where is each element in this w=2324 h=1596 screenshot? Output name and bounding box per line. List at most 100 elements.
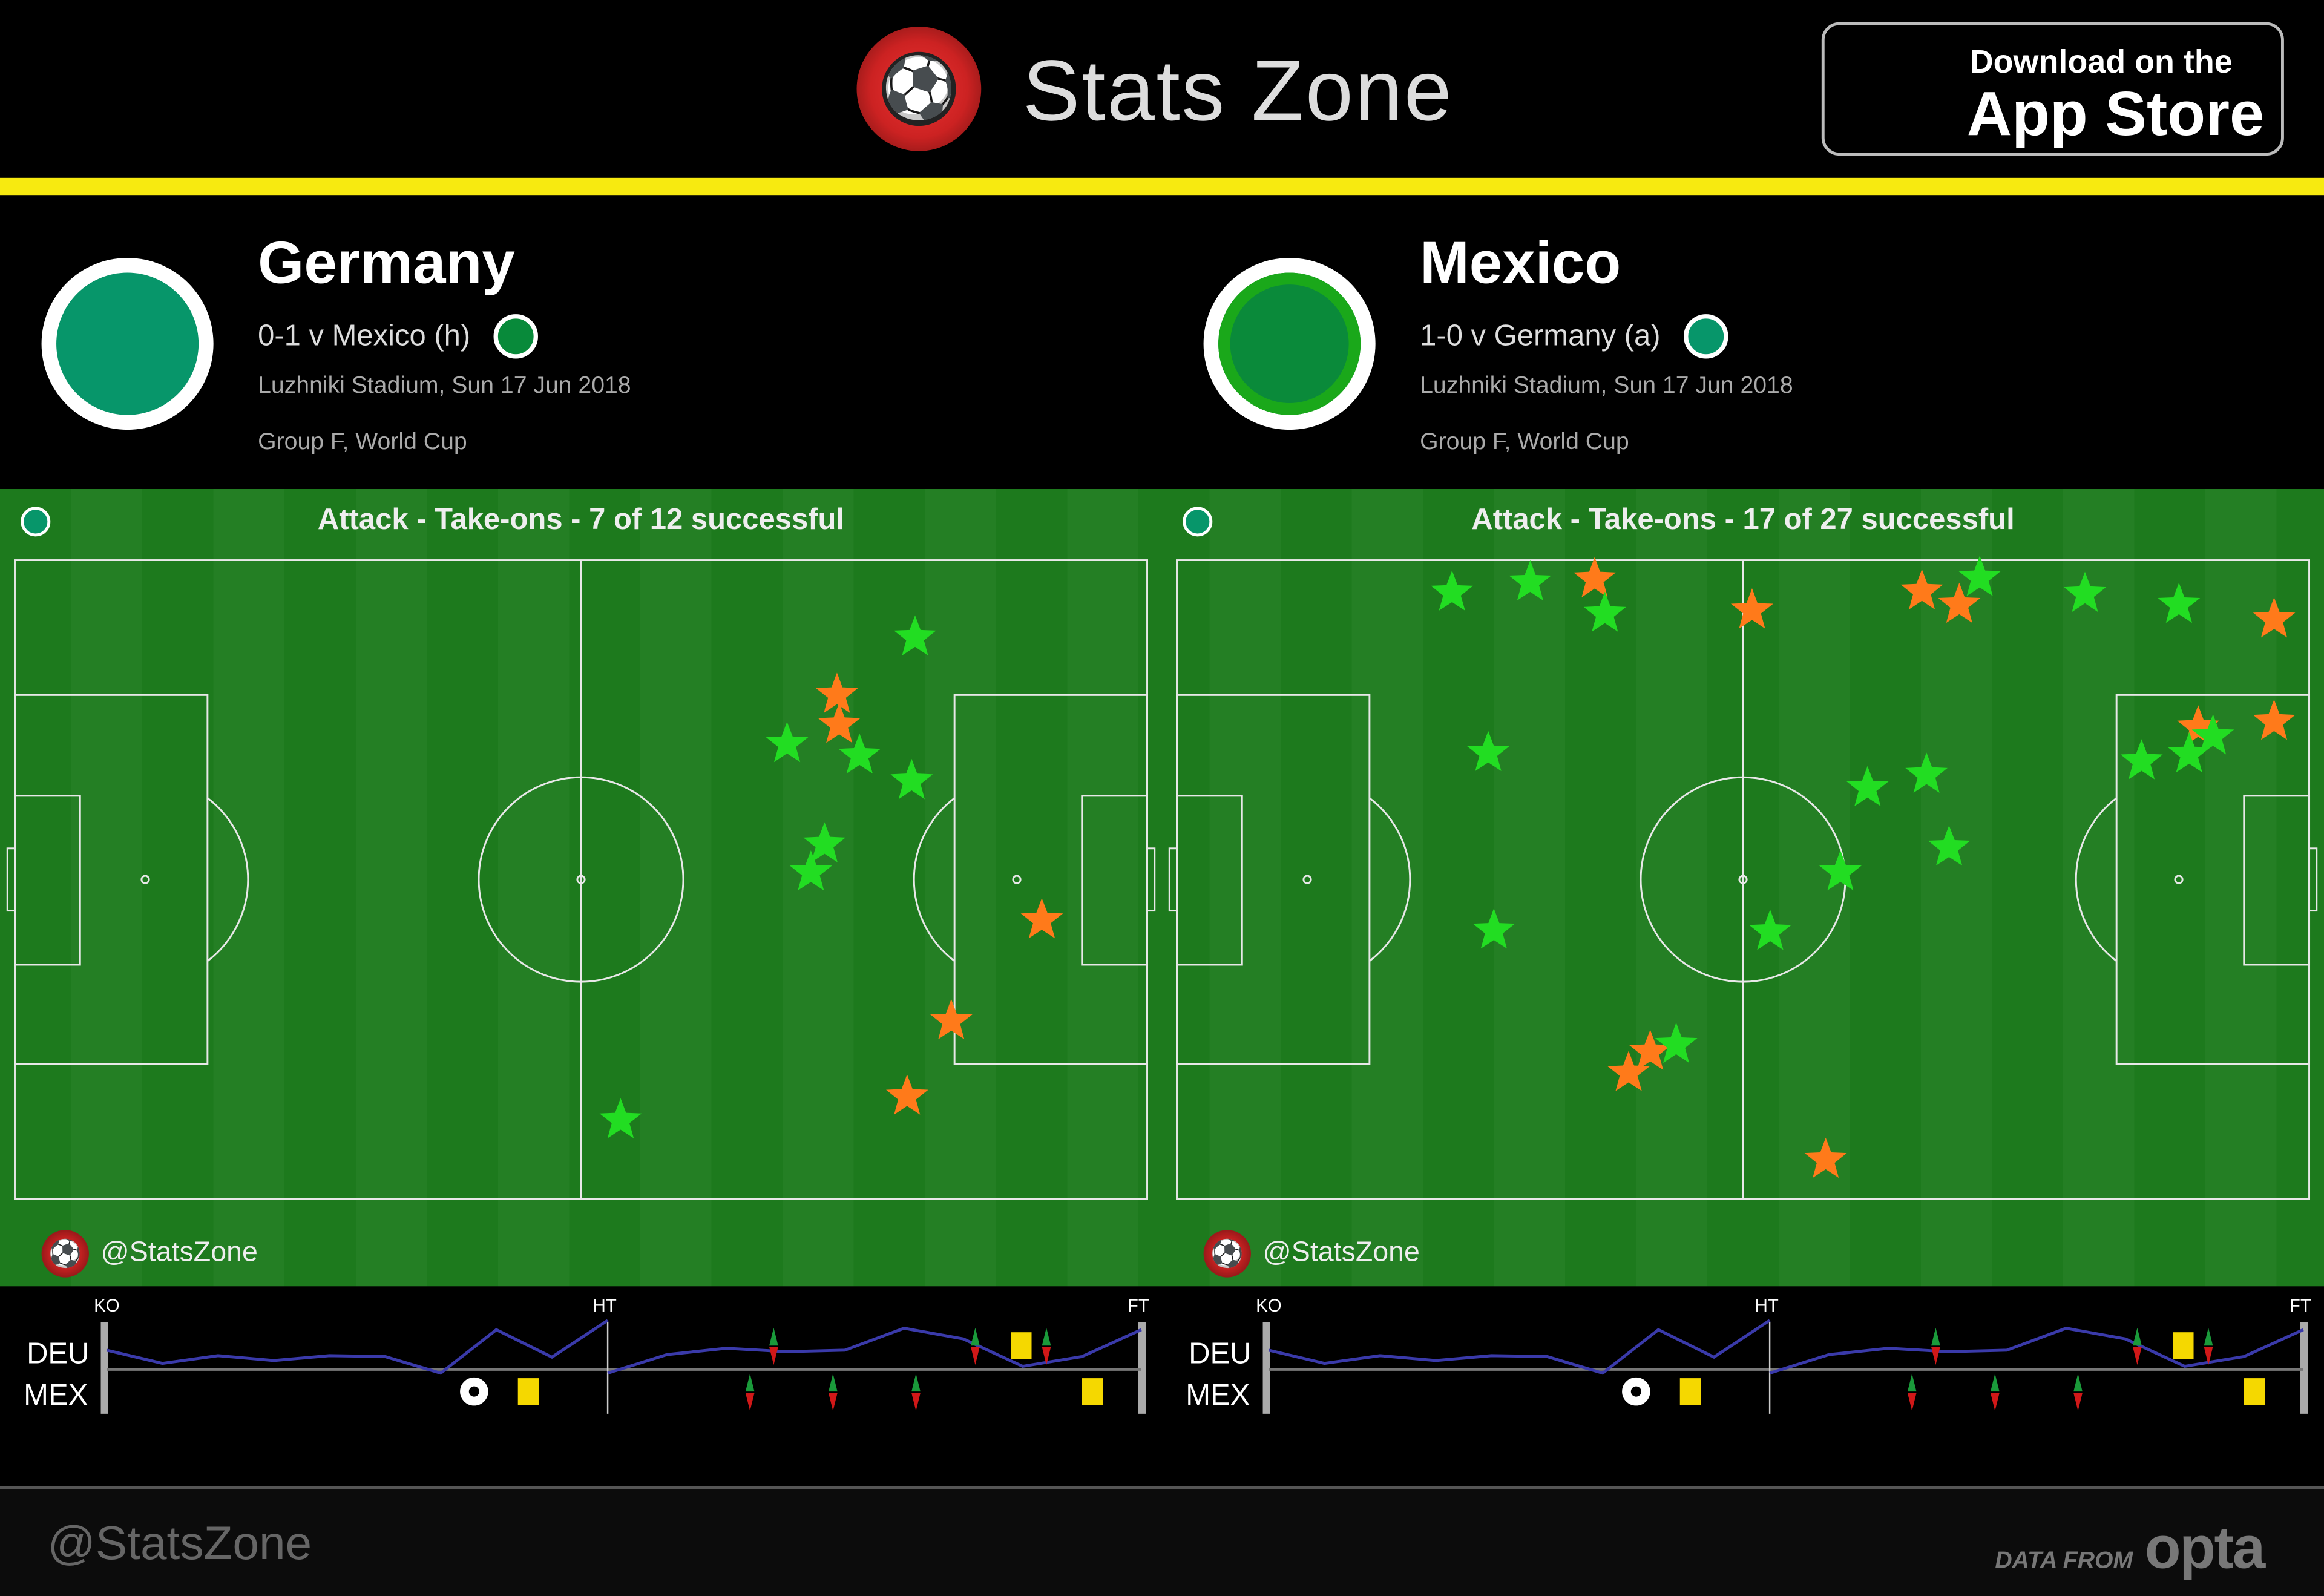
app-store-button[interactable]: Download on the App Store [1821, 22, 2284, 156]
sub-off-icon [1991, 1393, 2000, 1411]
sub-on-icon [1991, 1373, 2000, 1392]
result-text: 1-0 v Germany (a) [1420, 319, 1661, 352]
match-result: 0-1 v Mexico (h) [258, 314, 539, 359]
sub-on-icon [1042, 1327, 1051, 1346]
successful-take-on-star [1467, 731, 1510, 771]
panel-title: Attack - Take-ons - 7 of 12 successful [317, 504, 845, 537]
goal [2308, 847, 2318, 912]
successful-take-on-star [1472, 908, 1515, 949]
penalty-box [953, 694, 1148, 1065]
unsuccessful-take-on-star [1574, 557, 1616, 597]
sub-on-icon [828, 1373, 838, 1392]
soccer-ball-icon: ⚽ [41, 1230, 89, 1278]
penalty-arc [913, 797, 956, 962]
team-crest [41, 258, 214, 430]
ko-label: KO [1256, 1296, 1281, 1316]
six-yard-box [1081, 795, 1148, 966]
sub-on-icon [2204, 1327, 2213, 1346]
successful-take-on-star [1583, 591, 1626, 632]
sub-on-icon [1931, 1327, 1940, 1346]
six-yard-box [1176, 795, 1243, 966]
unsuccessful-take-on-star [886, 1074, 928, 1115]
pitch-mexico [1168, 556, 2318, 1200]
away-team-label: MEX [24, 1379, 88, 1411]
successful-take-on-star [2120, 739, 2163, 780]
unsuccessful-take-on-star [2177, 705, 2220, 746]
team-info-mexico: Mexico 1-0 v Germany (a) Luzhniki Stadiu… [1162, 195, 2324, 489]
unsuccessful-take-on-star [815, 672, 858, 713]
goal [1146, 847, 1156, 912]
penalty-spot [1302, 875, 1312, 884]
sub-on-icon [2073, 1373, 2083, 1392]
watermark-handle: ⚽ @StatsZone [1203, 1230, 1420, 1278]
sub-off-icon [2133, 1347, 2142, 1365]
unsuccessful-take-on-star [2253, 597, 2296, 638]
goal [6, 847, 16, 912]
successful-take-on-star [893, 615, 936, 655]
penalty-spot [1012, 875, 1022, 884]
momentum-line [1769, 1327, 2304, 1375]
unsuccessful-take-on-star [1900, 569, 1943, 610]
sub-on-icon [2133, 1327, 2142, 1346]
away-team-label: MEX [1186, 1379, 1250, 1411]
opponent-badge [494, 314, 539, 359]
pitch-area: Attack - Take-ons - 7 of 12 successful ⚽… [0, 489, 2324, 1287]
sub-off-icon [769, 1347, 778, 1365]
venue: Luzhniki Stadium, Sun 17 Jun 2018 [258, 373, 631, 399]
divider [0, 1486, 2324, 1489]
sub-on-icon [911, 1373, 921, 1392]
ht-label: HT [593, 1296, 617, 1316]
successful-take-on-star [1928, 825, 1971, 866]
opponent-badge [1684, 314, 1729, 359]
ht-label: HT [1755, 1296, 1779, 1316]
team-info-germany: Germany 0-1 v Mexico (h) Luzhniki Stadiu… [0, 195, 1162, 489]
unsuccessful-take-on-star [1938, 582, 1981, 623]
successful-take-on-star [1819, 850, 1862, 891]
footer-handle: @StatsZone [47, 1516, 312, 1569]
successful-take-on-star [2158, 582, 2201, 623]
successful-take-on-star [1749, 909, 1791, 950]
penalty-spot [140, 875, 150, 884]
timeline-start-bar [1262, 1322, 1270, 1414]
handle-text: @StatsZone [100, 1237, 258, 1269]
ft-label: FT [1128, 1296, 1149, 1316]
unsuccessful-take-on-star [1629, 1030, 1672, 1070]
successful-take-on-star [766, 721, 809, 763]
successful-take-on-star [2168, 732, 2211, 773]
successful-take-on-star [1846, 766, 1889, 806]
unsuccessful-take-on-star [2253, 699, 2296, 740]
appstore-line2: App Store [1966, 78, 2265, 148]
successful-take-on-star [1431, 570, 1474, 611]
momentum-line [106, 1319, 609, 1375]
sub-off-icon [1907, 1393, 1917, 1411]
successful-take-on-star [599, 1098, 642, 1138]
opta-logo: DATA FROM opta [1995, 1516, 2265, 1583]
successful-take-on-star [789, 850, 832, 891]
successful-take-on-star [1509, 560, 1552, 601]
sub-off-icon [2204, 1347, 2213, 1365]
handle-text: @StatsZone [1262, 1237, 1420, 1269]
timeline-end-bar [2300, 1322, 2308, 1414]
stats-zone-logo: ⚽ [856, 27, 982, 151]
momentum-line [1268, 1319, 1771, 1375]
sub-off-icon [1042, 1347, 1051, 1365]
sub-off-icon [2073, 1393, 2083, 1411]
penalty-arc [206, 797, 249, 962]
competition: Group F, World Cup [1420, 430, 1629, 455]
sub-off-icon [1931, 1347, 1940, 1365]
successful-take-on-star [2064, 571, 2107, 612]
home-team-label: DEU [1189, 1338, 1251, 1370]
match-result: 1-0 v Germany (a) [1420, 314, 1729, 359]
unsuccessful-take-on-star [818, 703, 861, 743]
successful-take-on-star [838, 733, 881, 774]
yellow-card-icon [1679, 1378, 1701, 1405]
team-dot [21, 507, 51, 537]
centre-spot [576, 875, 586, 884]
unsuccessful-take-on-star [930, 999, 973, 1040]
home-team-label: DEU [27, 1338, 89, 1370]
unsuccessful-take-on-star [1730, 588, 1773, 629]
team-crest [1203, 258, 1376, 430]
timeline-start-bar [100, 1322, 108, 1414]
team-name: Germany [258, 231, 515, 297]
